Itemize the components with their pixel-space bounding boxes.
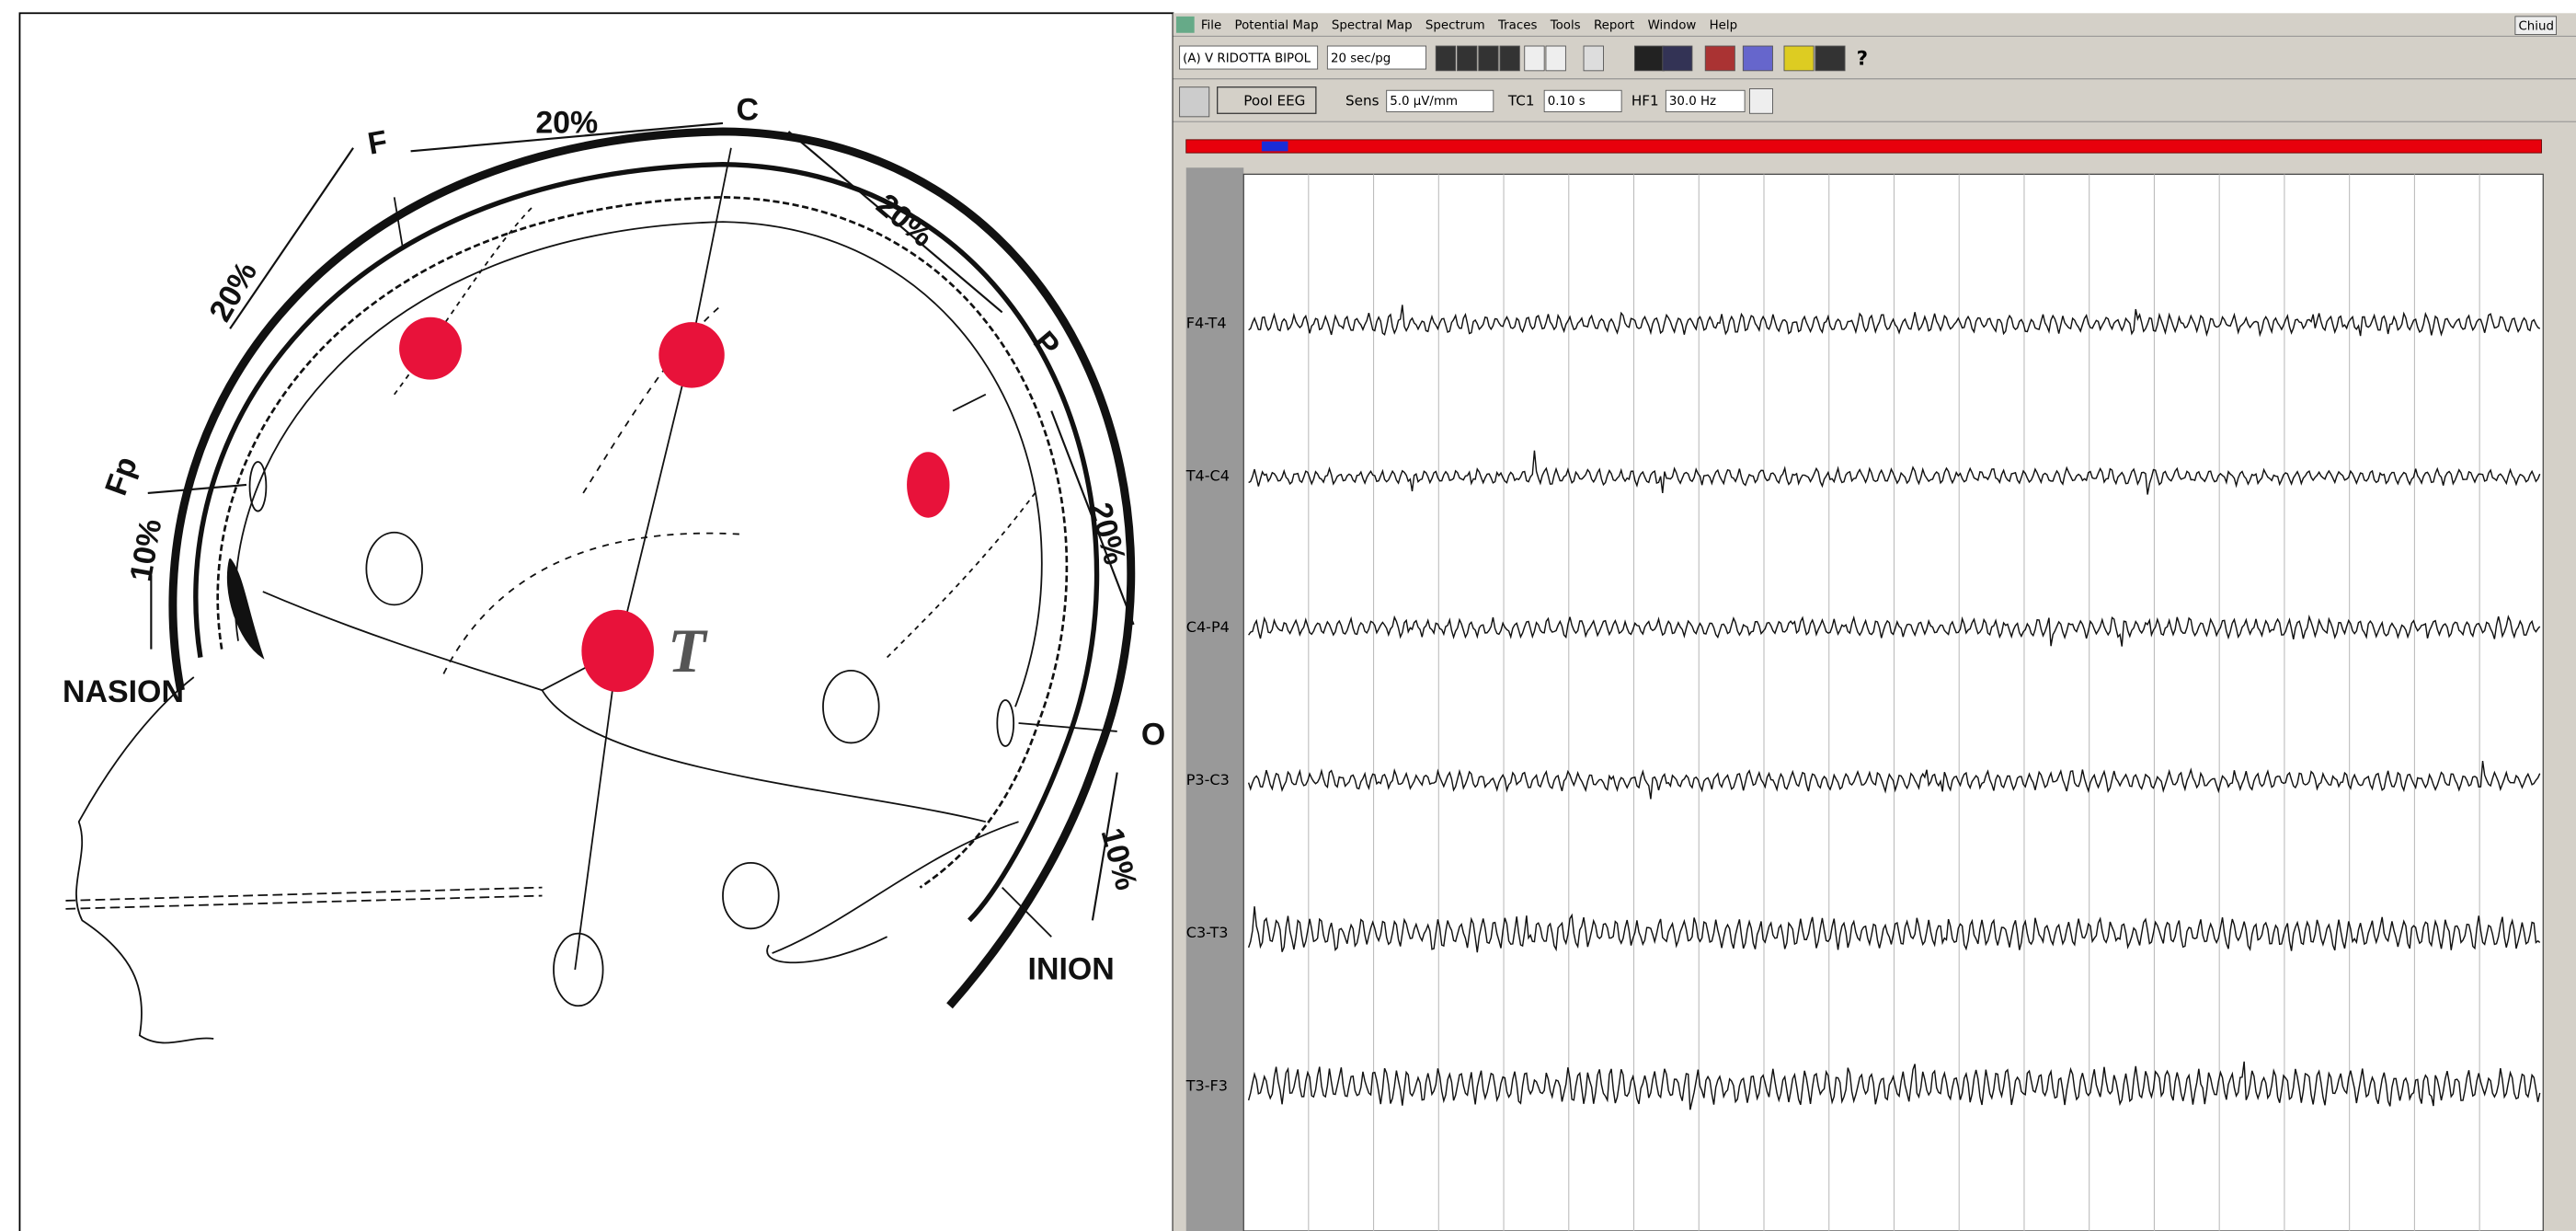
toolbar-button[interactable] xyxy=(1743,46,1772,71)
toolbar-button[interactable] xyxy=(1705,46,1735,71)
diagram-label: 20% xyxy=(535,106,598,141)
diagram-label: T xyxy=(668,616,708,685)
electrode xyxy=(907,452,949,517)
diagram-label: O xyxy=(1141,717,1165,752)
diagram-label: INION xyxy=(1028,952,1115,987)
channel-label: T3-F3 xyxy=(1185,1076,1228,1094)
hf-label: HF1 xyxy=(1631,92,1659,109)
page-scrollbar[interactable] xyxy=(1186,140,2542,153)
toolbar-button[interactable] xyxy=(1546,46,1565,71)
toolbar-button[interactable] xyxy=(1634,46,1664,71)
toolbar-button[interactable] xyxy=(1436,46,1455,71)
tc-label: TC1 xyxy=(1507,92,1535,109)
pool-label[interactable]: Pool EEG xyxy=(1243,92,1305,109)
menu-item[interactable]: Window xyxy=(1648,19,1697,33)
diagram-label: C xyxy=(737,92,760,127)
page: {"diagram":{"labels":["F","20%","C","20%… xyxy=(0,0,2576,1231)
close-label[interactable]: Chiud xyxy=(2518,20,2554,34)
toolbar-button[interactable] xyxy=(1457,46,1476,71)
filter-button[interactable] xyxy=(1749,88,1772,113)
menu-item[interactable]: Potential Map xyxy=(1235,19,1319,33)
toolbar-button[interactable] xyxy=(1525,46,1544,71)
channel-label: T4-C4 xyxy=(1185,467,1230,485)
toolbar-button[interactable] xyxy=(1784,46,1814,71)
page-position[interactable] xyxy=(1262,142,1288,152)
diagram-label: NASION xyxy=(63,674,184,709)
page-time-value[interactable]: 20 sec/pg xyxy=(1331,52,1391,65)
app-icon xyxy=(1176,17,1195,33)
toolbar-button[interactable] xyxy=(1500,46,1519,71)
menu-item[interactable]: Report xyxy=(1594,19,1634,33)
screenshot: Chiud (A) V RIDOTTA BIPOL 20 sec/pg ? Po… xyxy=(0,0,2576,1231)
toolbar-button[interactable] xyxy=(1584,46,1603,71)
menu-item[interactable]: Help xyxy=(1710,19,1738,33)
toolbar-button[interactable] xyxy=(1479,46,1498,71)
tc-value[interactable]: 0.10 s xyxy=(1548,95,1586,109)
menu-item[interactable]: File xyxy=(1201,19,1221,33)
hf-value[interactable]: 30.0 Hz xyxy=(1669,95,1716,109)
toolbar-button[interactable] xyxy=(1663,46,1692,71)
channel-label: C4-P4 xyxy=(1186,618,1230,636)
electrode xyxy=(399,317,462,380)
toolbar-button[interactable] xyxy=(1815,46,1845,71)
help-button[interactable]: ? xyxy=(1857,47,1868,70)
menu-item[interactable]: Spectrum xyxy=(1425,19,1485,33)
menu-item[interactable]: Tools xyxy=(1550,19,1581,33)
wave-button[interactable] xyxy=(1180,87,1209,117)
channel-label: P3-C3 xyxy=(1186,771,1230,788)
channel-label: F4-T4 xyxy=(1186,314,1227,331)
sens-value[interactable]: 5.0 µV/mm xyxy=(1390,95,1458,109)
montage-value[interactable]: (A) V RIDOTTA BIPOL xyxy=(1183,52,1311,65)
channel-label: C3-T3 xyxy=(1186,924,1229,941)
menu-item[interactable]: Traces xyxy=(1497,19,1537,33)
menu-item[interactable]: Spectral Map xyxy=(1332,19,1413,33)
sens-label: Sens xyxy=(1345,92,1380,109)
electrode xyxy=(658,322,724,387)
electrode xyxy=(581,610,654,692)
